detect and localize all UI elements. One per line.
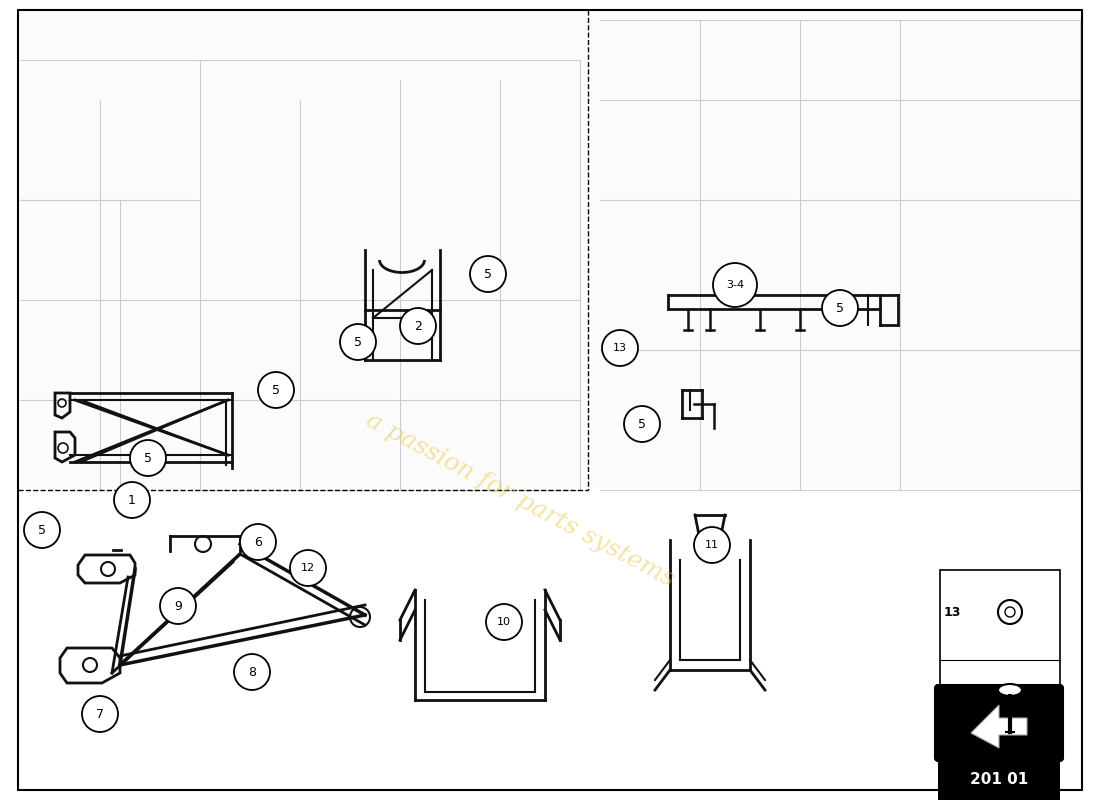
Text: 5: 5 xyxy=(272,383,280,397)
Bar xyxy=(20,12,586,488)
Text: 7: 7 xyxy=(96,707,104,721)
Ellipse shape xyxy=(998,684,1022,696)
Text: 12: 12 xyxy=(301,563,315,573)
Text: 10: 10 xyxy=(497,617,512,627)
Text: 2: 2 xyxy=(414,319,422,333)
Circle shape xyxy=(24,512,60,548)
Circle shape xyxy=(290,550,326,586)
Text: 5: 5 xyxy=(947,703,956,717)
Circle shape xyxy=(713,263,757,307)
Circle shape xyxy=(624,406,660,442)
Polygon shape xyxy=(971,705,1027,748)
Text: 5: 5 xyxy=(638,418,646,430)
Circle shape xyxy=(130,440,166,476)
Text: 6: 6 xyxy=(254,535,262,549)
Bar xyxy=(940,570,1060,760)
Circle shape xyxy=(822,290,858,326)
Bar xyxy=(938,758,1060,800)
Text: 13: 13 xyxy=(944,606,960,618)
Text: a passion for parts systems: a passion for parts systems xyxy=(362,409,678,591)
Text: 5: 5 xyxy=(354,335,362,349)
Circle shape xyxy=(694,527,730,563)
Circle shape xyxy=(114,482,150,518)
Text: 5: 5 xyxy=(484,267,492,281)
Text: 13: 13 xyxy=(613,343,627,353)
Text: 8: 8 xyxy=(248,666,256,678)
Circle shape xyxy=(234,654,270,690)
Circle shape xyxy=(400,308,436,344)
Text: 5: 5 xyxy=(836,302,844,314)
Text: 9: 9 xyxy=(174,599,182,613)
Circle shape xyxy=(486,604,522,640)
Circle shape xyxy=(258,372,294,408)
Text: 5: 5 xyxy=(39,523,46,537)
Circle shape xyxy=(340,324,376,360)
Text: 201 01: 201 01 xyxy=(970,771,1028,786)
Circle shape xyxy=(82,696,118,732)
Text: 1: 1 xyxy=(128,494,136,506)
Circle shape xyxy=(470,256,506,292)
Circle shape xyxy=(160,588,196,624)
Circle shape xyxy=(998,600,1022,624)
FancyBboxPatch shape xyxy=(935,685,1063,761)
Text: 3-4: 3-4 xyxy=(726,280,744,290)
Text: 5: 5 xyxy=(144,451,152,465)
Circle shape xyxy=(1005,607,1015,617)
Bar xyxy=(590,12,1080,488)
Circle shape xyxy=(602,330,638,366)
Circle shape xyxy=(240,524,276,560)
Text: 11: 11 xyxy=(705,540,719,550)
